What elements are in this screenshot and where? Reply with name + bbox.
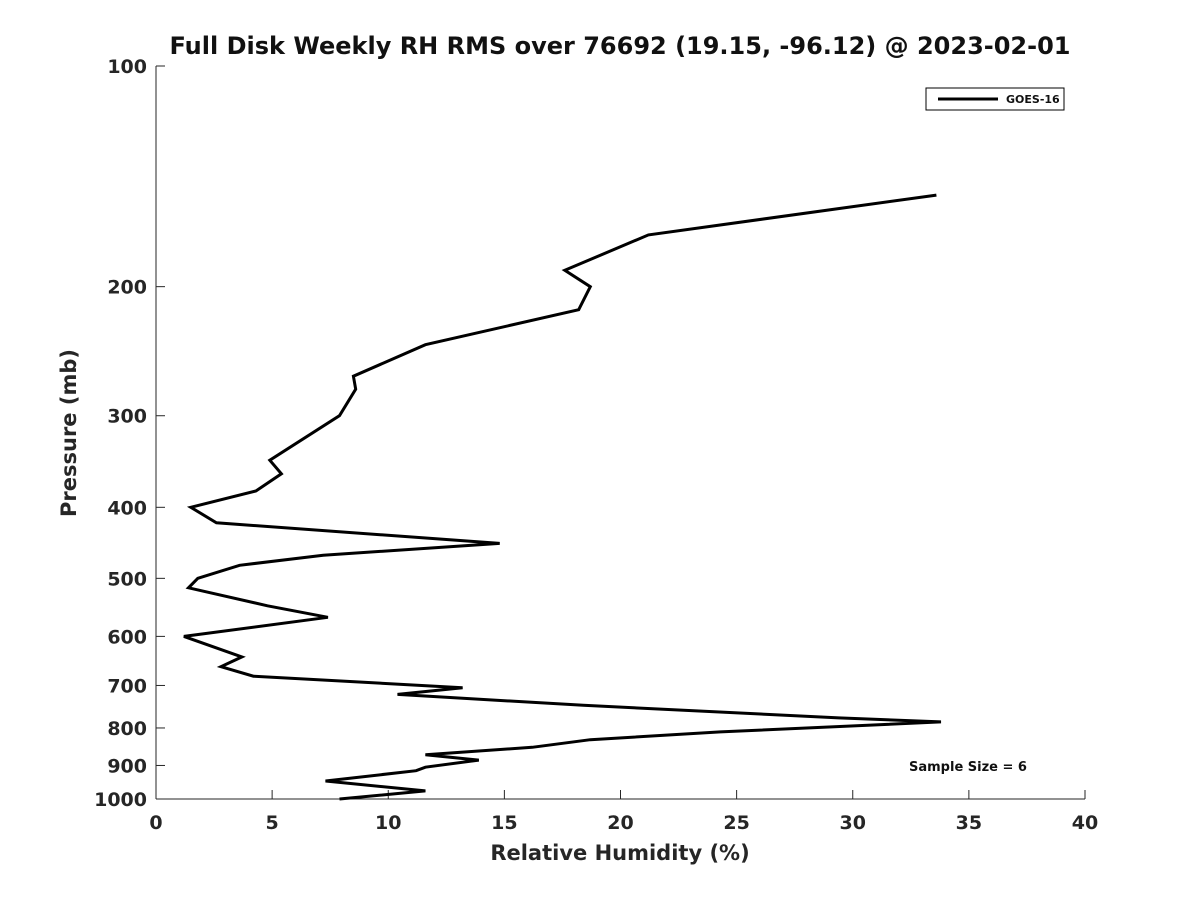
- chart-title: Full Disk Weekly RH RMS over 76692 (19.1…: [169, 32, 1070, 60]
- y-axis-ticks: 100 200 300 400 500 600 700 800 900 1000: [94, 56, 165, 811]
- y-tick-label-200: 200: [107, 277, 147, 299]
- y-tick-label-300: 300: [107, 406, 147, 428]
- x-tick-label-5: 5: [266, 812, 279, 834]
- x-tick-label-10: 10: [375, 812, 401, 834]
- y-tick-label-700: 700: [107, 675, 147, 697]
- x-tick-label-40: 40: [1072, 812, 1098, 834]
- y-axis-label: Pressure (mb): [57, 349, 81, 517]
- x-tick-label-20: 20: [607, 812, 633, 834]
- series-line-goes-16: [183, 193, 942, 801]
- y-tick-label-1000: 1000: [94, 789, 147, 811]
- y-tick-label-900: 900: [107, 755, 147, 777]
- legend-label-goes16: GOES-16: [1006, 93, 1060, 106]
- x-axis-label: Relative Humidity (%): [490, 841, 749, 865]
- x-tick-label-0: 0: [149, 812, 162, 834]
- series-layer: [183, 193, 942, 801]
- x-tick-label-25: 25: [723, 812, 749, 834]
- y-tick-label-600: 600: [107, 626, 147, 648]
- y-tick-label-800: 800: [107, 718, 147, 740]
- y-tick-label-500: 500: [107, 568, 147, 590]
- x-tick-label-30: 30: [840, 812, 866, 834]
- sample-size-annotation: Sample Size = 6: [909, 760, 1027, 775]
- x-axis-ticks: 0 5 10 15 20 25 30 35 40: [149, 790, 1098, 834]
- legend: GOES-16: [925, 87, 1065, 111]
- x-tick-label-15: 15: [491, 812, 517, 834]
- y-tick-label-400: 400: [107, 497, 147, 519]
- y-tick-label-100: 100: [107, 56, 147, 78]
- x-tick-label-35: 35: [956, 812, 982, 834]
